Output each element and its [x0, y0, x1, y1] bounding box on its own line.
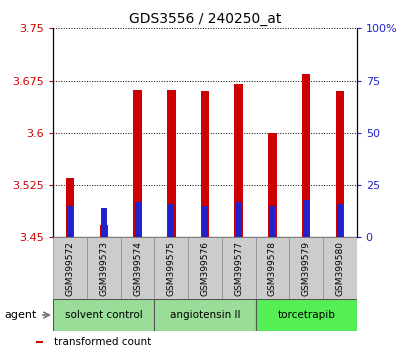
Text: GSM399573: GSM399573 — [99, 241, 108, 296]
Bar — [133, 90, 142, 237]
Bar — [336, 204, 342, 237]
Bar — [101, 208, 107, 237]
Bar — [99, 225, 108, 237]
FancyBboxPatch shape — [255, 237, 289, 299]
Bar — [134, 202, 140, 237]
Text: GSM399576: GSM399576 — [200, 241, 209, 296]
Text: torcetrapib: torcetrapib — [276, 310, 334, 320]
Bar — [335, 91, 343, 237]
Text: GSM399574: GSM399574 — [133, 241, 142, 296]
Text: GSM399575: GSM399575 — [166, 241, 175, 296]
Text: agent: agent — [4, 310, 36, 320]
FancyBboxPatch shape — [120, 237, 154, 299]
FancyBboxPatch shape — [53, 299, 154, 331]
Bar — [167, 90, 175, 237]
Bar — [267, 133, 276, 237]
Text: GSM399577: GSM399577 — [234, 241, 243, 296]
Text: angiotensin II: angiotensin II — [169, 310, 240, 320]
Text: transformed count: transformed count — [54, 337, 151, 347]
Title: GDS3556 / 240250_at: GDS3556 / 240250_at — [128, 12, 281, 26]
FancyBboxPatch shape — [188, 237, 221, 299]
Bar — [168, 204, 174, 237]
FancyBboxPatch shape — [154, 299, 255, 331]
Text: GSM399578: GSM399578 — [267, 241, 276, 296]
Bar — [66, 178, 74, 237]
Text: solvent control: solvent control — [65, 310, 142, 320]
Text: GSM399579: GSM399579 — [301, 241, 310, 296]
Bar — [202, 206, 207, 237]
Bar — [235, 202, 241, 237]
FancyBboxPatch shape — [289, 237, 322, 299]
Bar — [269, 206, 275, 237]
Bar — [234, 84, 242, 237]
Text: GSM399572: GSM399572 — [65, 241, 74, 296]
Bar — [36, 341, 43, 343]
FancyBboxPatch shape — [221, 237, 255, 299]
Text: GSM399580: GSM399580 — [335, 241, 344, 296]
FancyBboxPatch shape — [53, 237, 87, 299]
FancyBboxPatch shape — [154, 237, 188, 299]
Bar — [67, 206, 73, 237]
FancyBboxPatch shape — [322, 237, 356, 299]
FancyBboxPatch shape — [255, 299, 356, 331]
FancyBboxPatch shape — [87, 237, 120, 299]
Bar — [302, 200, 308, 237]
Bar — [301, 74, 310, 237]
Bar — [200, 91, 209, 237]
